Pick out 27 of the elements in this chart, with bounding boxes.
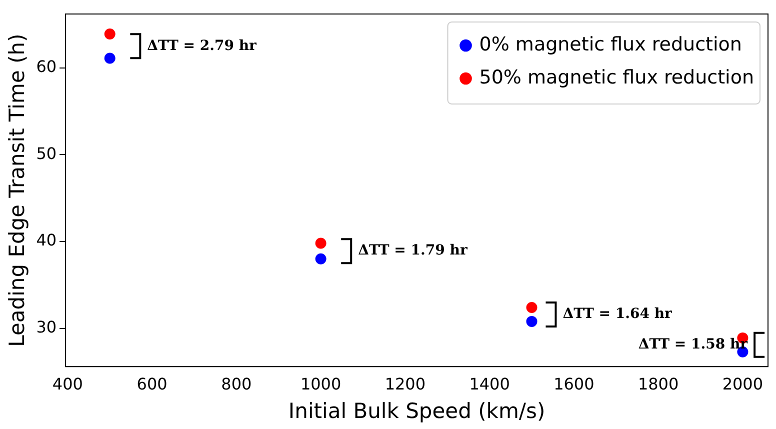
x-tick-label: 1800 [638, 374, 679, 394]
legend-label: 50% magnetic flux reduction [479, 66, 754, 88]
y-axis-title: Leading Edge Transit Time (h) [5, 34, 30, 347]
x-tick-label: 600 [136, 374, 168, 394]
y-tick-label: 50 [36, 144, 57, 163]
point [526, 302, 538, 314]
point [104, 52, 116, 64]
x-tick-label: 400 [52, 374, 83, 394]
point [315, 253, 326, 264]
x-tick-label: 1400 [469, 374, 510, 394]
point [104, 28, 116, 40]
y-tick-label: 60 [36, 57, 57, 76]
x-tick-label: 2000 [722, 374, 764, 394]
x-tick-label: 800 [221, 374, 252, 394]
annotation: ΔTT = 2.79 hr [147, 38, 257, 54]
x-axis-title: Initial Bulk Speed (km/s) [288, 398, 546, 423]
x-tick-label: 1200 [384, 374, 426, 394]
x-tick-label: 1000 [300, 374, 342, 394]
x-tick-label: 1600 [554, 374, 594, 394]
y-tick-label: 30 [36, 318, 57, 337]
annotation: ΔTT = 1.58 hr [638, 336, 748, 353]
point [315, 238, 326, 249]
legend-label: 0% magnetic flux reduction [479, 33, 742, 56]
point [526, 316, 538, 327]
annotation: ΔTT = 1.64 hr [562, 306, 673, 322]
annotation: ΔTT = 1.79 hr [358, 242, 468, 259]
y-tick-label: 40 [36, 230, 57, 250]
